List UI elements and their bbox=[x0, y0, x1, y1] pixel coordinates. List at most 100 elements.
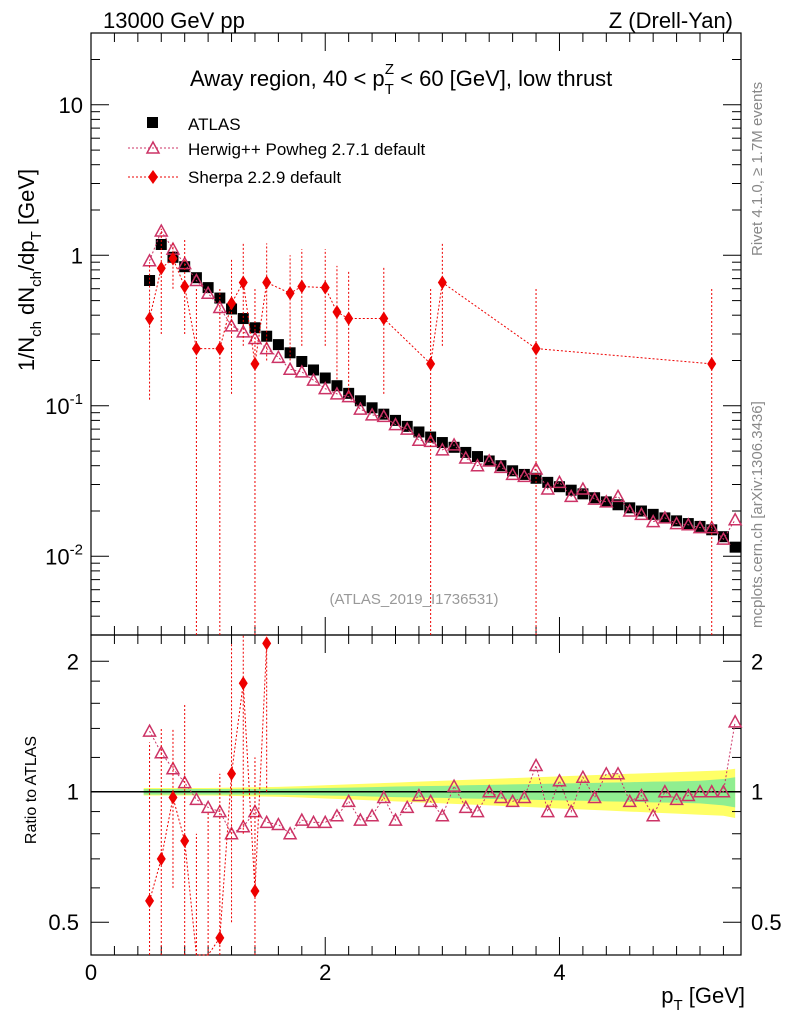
main-sherpa-point bbox=[437, 275, 447, 290]
ratio-sherpa-point bbox=[180, 833, 190, 848]
main-atlas-point bbox=[495, 460, 507, 472]
ratio-series-line bbox=[149, 643, 268, 956]
main-herwig-point bbox=[657, 510, 673, 524]
main-atlas-point bbox=[507, 465, 519, 477]
plot-title-sup: Z bbox=[385, 61, 394, 78]
y-tick-label: 1 bbox=[71, 243, 83, 268]
main-atlas-point bbox=[144, 275, 156, 287]
ratio-herwig-point bbox=[517, 789, 532, 804]
ratio-plot-frame bbox=[90, 634, 742, 956]
main-sherpa-point bbox=[379, 311, 389, 326]
ratio-herwig-point bbox=[353, 812, 368, 826]
main-atlas-point bbox=[624, 502, 636, 514]
ratio-herwig-point bbox=[341, 793, 356, 808]
y-tick-label: 10-1 bbox=[45, 391, 83, 419]
ratio-herwig-point bbox=[446, 778, 462, 792]
ratio-sherpa-point bbox=[168, 790, 178, 805]
ratio-sherpa-point bbox=[227, 766, 237, 781]
main-sherpa-point bbox=[156, 261, 166, 276]
main-herwig-point bbox=[458, 450, 474, 464]
main-herwig-point bbox=[271, 349, 286, 364]
main-atlas-point bbox=[518, 468, 530, 480]
ratio-herwig-point bbox=[505, 793, 520, 808]
main-atlas-point bbox=[729, 541, 741, 553]
main-herwig-point bbox=[727, 512, 743, 526]
ratio-herwig-point bbox=[329, 808, 345, 822]
main-herwig-point bbox=[669, 516, 684, 530]
main-sherpa-point bbox=[168, 251, 178, 266]
ratio-herwig-point bbox=[259, 814, 274, 829]
main-herwig-point bbox=[247, 330, 263, 345]
mcplots-label: mcplots.cern.ch [arXiv:1306.3436] bbox=[749, 401, 766, 628]
main-sherpa-point bbox=[215, 341, 225, 356]
main-herwig-point bbox=[575, 481, 591, 495]
ratio-herwig-point bbox=[540, 804, 556, 818]
main-herwig-point bbox=[329, 386, 345, 400]
main-atlas-point bbox=[319, 372, 331, 384]
ratio-sherpa-point bbox=[156, 851, 166, 866]
y-tick-label: 10 bbox=[59, 93, 83, 118]
main-herwig-point bbox=[634, 506, 649, 521]
ratio-herwig-point bbox=[681, 787, 696, 802]
ratio-herwig-point bbox=[364, 808, 380, 822]
main-herwig-point bbox=[259, 341, 274, 355]
ratio-axes: 0 2 4 0.5 0.5 1 1 2 2 bbox=[48, 635, 782, 985]
main-series bbox=[142, 223, 743, 635]
ratio-sherpa-point bbox=[238, 676, 248, 691]
ratio-herwig-point bbox=[599, 766, 614, 780]
main-atlas-point bbox=[413, 426, 425, 438]
main-sherpa-point bbox=[180, 279, 190, 294]
main-atlas-point bbox=[448, 441, 460, 453]
main-atlas-point bbox=[635, 505, 647, 517]
plot-title-before: Away region, 40 < p bbox=[190, 66, 385, 91]
ratio-herwig-point bbox=[435, 808, 450, 822]
y-tick-label: 10-2 bbox=[45, 541, 83, 569]
main-herwig-point bbox=[154, 223, 169, 237]
main-herwig-point bbox=[716, 531, 731, 545]
ratio-y-tick-label-right: 0.5 bbox=[751, 910, 782, 935]
ratio-herwig-point bbox=[189, 791, 204, 806]
main-sherpa-point bbox=[320, 280, 330, 295]
main-herwig-point bbox=[587, 491, 602, 505]
ratio-herwig-point bbox=[317, 814, 333, 829]
main-herwig-point bbox=[224, 318, 239, 332]
main-atlas-point bbox=[390, 414, 402, 426]
main-ylabel: 1/Nch dNch/dpT [GeV] bbox=[14, 169, 45, 371]
main-atlas-point bbox=[284, 347, 296, 359]
main-herwig-point bbox=[470, 458, 485, 472]
main-atlas-point bbox=[401, 420, 413, 432]
main-herwig-point bbox=[540, 481, 556, 495]
main-herwig-point bbox=[563, 488, 579, 503]
main-sherpa-point bbox=[145, 311, 155, 326]
ratio-y-tick-label-right: 1 bbox=[751, 780, 763, 805]
main-atlas-point bbox=[249, 322, 261, 334]
main-herwig-point bbox=[235, 324, 251, 338]
ratio-herwig-point bbox=[634, 787, 649, 802]
ratio-herwig-point bbox=[142, 723, 157, 737]
main-herwig-point bbox=[435, 442, 450, 456]
header-left: 13000 GeV pp bbox=[103, 8, 245, 33]
main-atlas-point bbox=[331, 380, 343, 392]
main-herwig-point bbox=[317, 381, 333, 395]
main-atlas-point bbox=[600, 496, 612, 508]
main-herwig-point bbox=[681, 517, 696, 531]
main-herwig-point bbox=[212, 299, 228, 314]
main-herwig-point bbox=[364, 407, 380, 421]
main-atlas-point bbox=[308, 364, 320, 376]
plot-title-sub: T bbox=[385, 81, 394, 98]
ratio-herwig-point bbox=[282, 826, 298, 840]
main-herwig-point bbox=[376, 408, 392, 423]
ratio-y-tick-label-left: 1 bbox=[67, 780, 79, 805]
y-tick-label-base: 10 bbox=[45, 394, 69, 419]
main-series-line bbox=[149, 229, 736, 540]
main-atlas-point bbox=[190, 272, 202, 284]
main-atlas-point bbox=[296, 355, 308, 367]
main-herwig-point bbox=[517, 468, 532, 483]
ratio-herwig-point bbox=[727, 714, 743, 728]
main-herwig-point bbox=[411, 432, 427, 447]
ratio-herwig-point bbox=[306, 814, 321, 829]
main-herwig-point bbox=[189, 272, 204, 287]
ratio-y-tick-label-left: 2 bbox=[67, 649, 79, 674]
ratio-herwig-point bbox=[376, 789, 392, 804]
